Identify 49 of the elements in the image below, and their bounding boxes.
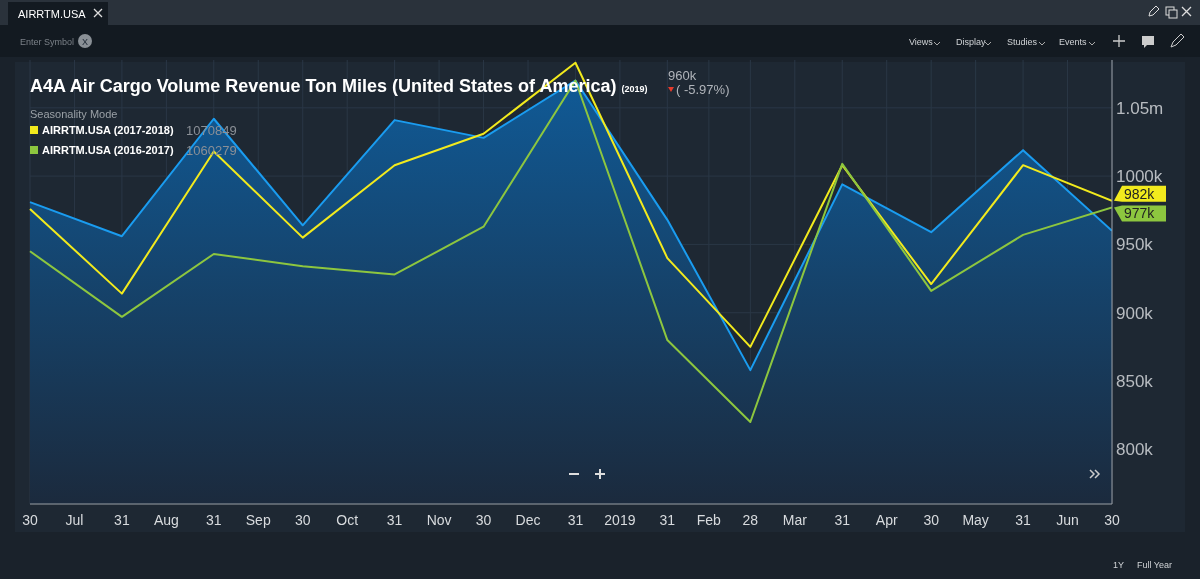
y-tick-label: 800k	[1116, 440, 1154, 460]
text: Events	[1059, 37, 1088, 47]
y-tick-label: 1000k	[1116, 167, 1163, 187]
x-tick-label: Mar	[782, 512, 808, 528]
x-tick-label: 31	[386, 512, 403, 528]
x-tick-label: 30	[475, 512, 492, 528]
text: Full Year	[1137, 560, 1173, 570]
x-tick-label: 31	[206, 512, 222, 528]
annotation: 960k	[668, 68, 697, 83]
x-tick-label: 31	[659, 512, 676, 528]
line-series	[29, 79, 1112, 424]
x-tick-label: Jul	[65, 512, 84, 528]
x-tick-label: 2019	[604, 512, 636, 528]
x-tick-label: 31	[567, 512, 584, 528]
data-label: 982k	[1124, 185, 1156, 202]
annotation: ( -5.97%)	[676, 82, 730, 97]
legend-title: Seasonality Mode	[30, 108, 118, 120]
text: Display	[956, 37, 987, 47]
x-tick-label: Aug	[153, 512, 179, 528]
line-series	[29, 61, 1112, 348]
x-tick-label: 28	[742, 512, 759, 528]
x-tick-label: Sep	[245, 512, 271, 528]
x-tick-label: 31	[1015, 512, 1032, 528]
y-tick-label: 1.05m	[1116, 98, 1164, 118]
x-tick-label: Oct	[336, 512, 359, 528]
text: 1Y	[1113, 560, 1125, 570]
y-tick-label: 950k	[1116, 235, 1154, 255]
text: AIRRTM.USA	[18, 8, 87, 20]
x-tick-label: Jun	[1056, 512, 1079, 528]
data-label: 977k	[1124, 205, 1156, 222]
x-tick-label: 30	[22, 512, 38, 528]
x-tick-label: 31	[114, 512, 130, 528]
x-tick-label: 30	[294, 512, 311, 528]
text: Studies	[1007, 37, 1038, 47]
y-tick-label: 900k	[1116, 303, 1154, 323]
x-tick-label: Nov	[426, 512, 452, 528]
x-tick-label: Apr	[875, 512, 898, 528]
text: Enter Symbol	[20, 37, 75, 47]
x-tick-label: Feb	[696, 512, 722, 528]
text: (2019)	[621, 84, 648, 94]
x-tick-label: May	[962, 512, 989, 528]
x-tick-label: Dec	[515, 512, 541, 528]
text: Views	[909, 37, 934, 47]
x-tick-label: 31	[834, 512, 851, 528]
y-tick-label: 850k	[1116, 372, 1154, 391]
legend-label: AIRRTM.USA (2017-2018)	[42, 124, 174, 136]
x-tick-label: 30	[923, 512, 940, 528]
legend-label: AIRRTM.USA (2016-2017)	[42, 144, 174, 156]
x-tick-label: 30	[1104, 512, 1120, 528]
